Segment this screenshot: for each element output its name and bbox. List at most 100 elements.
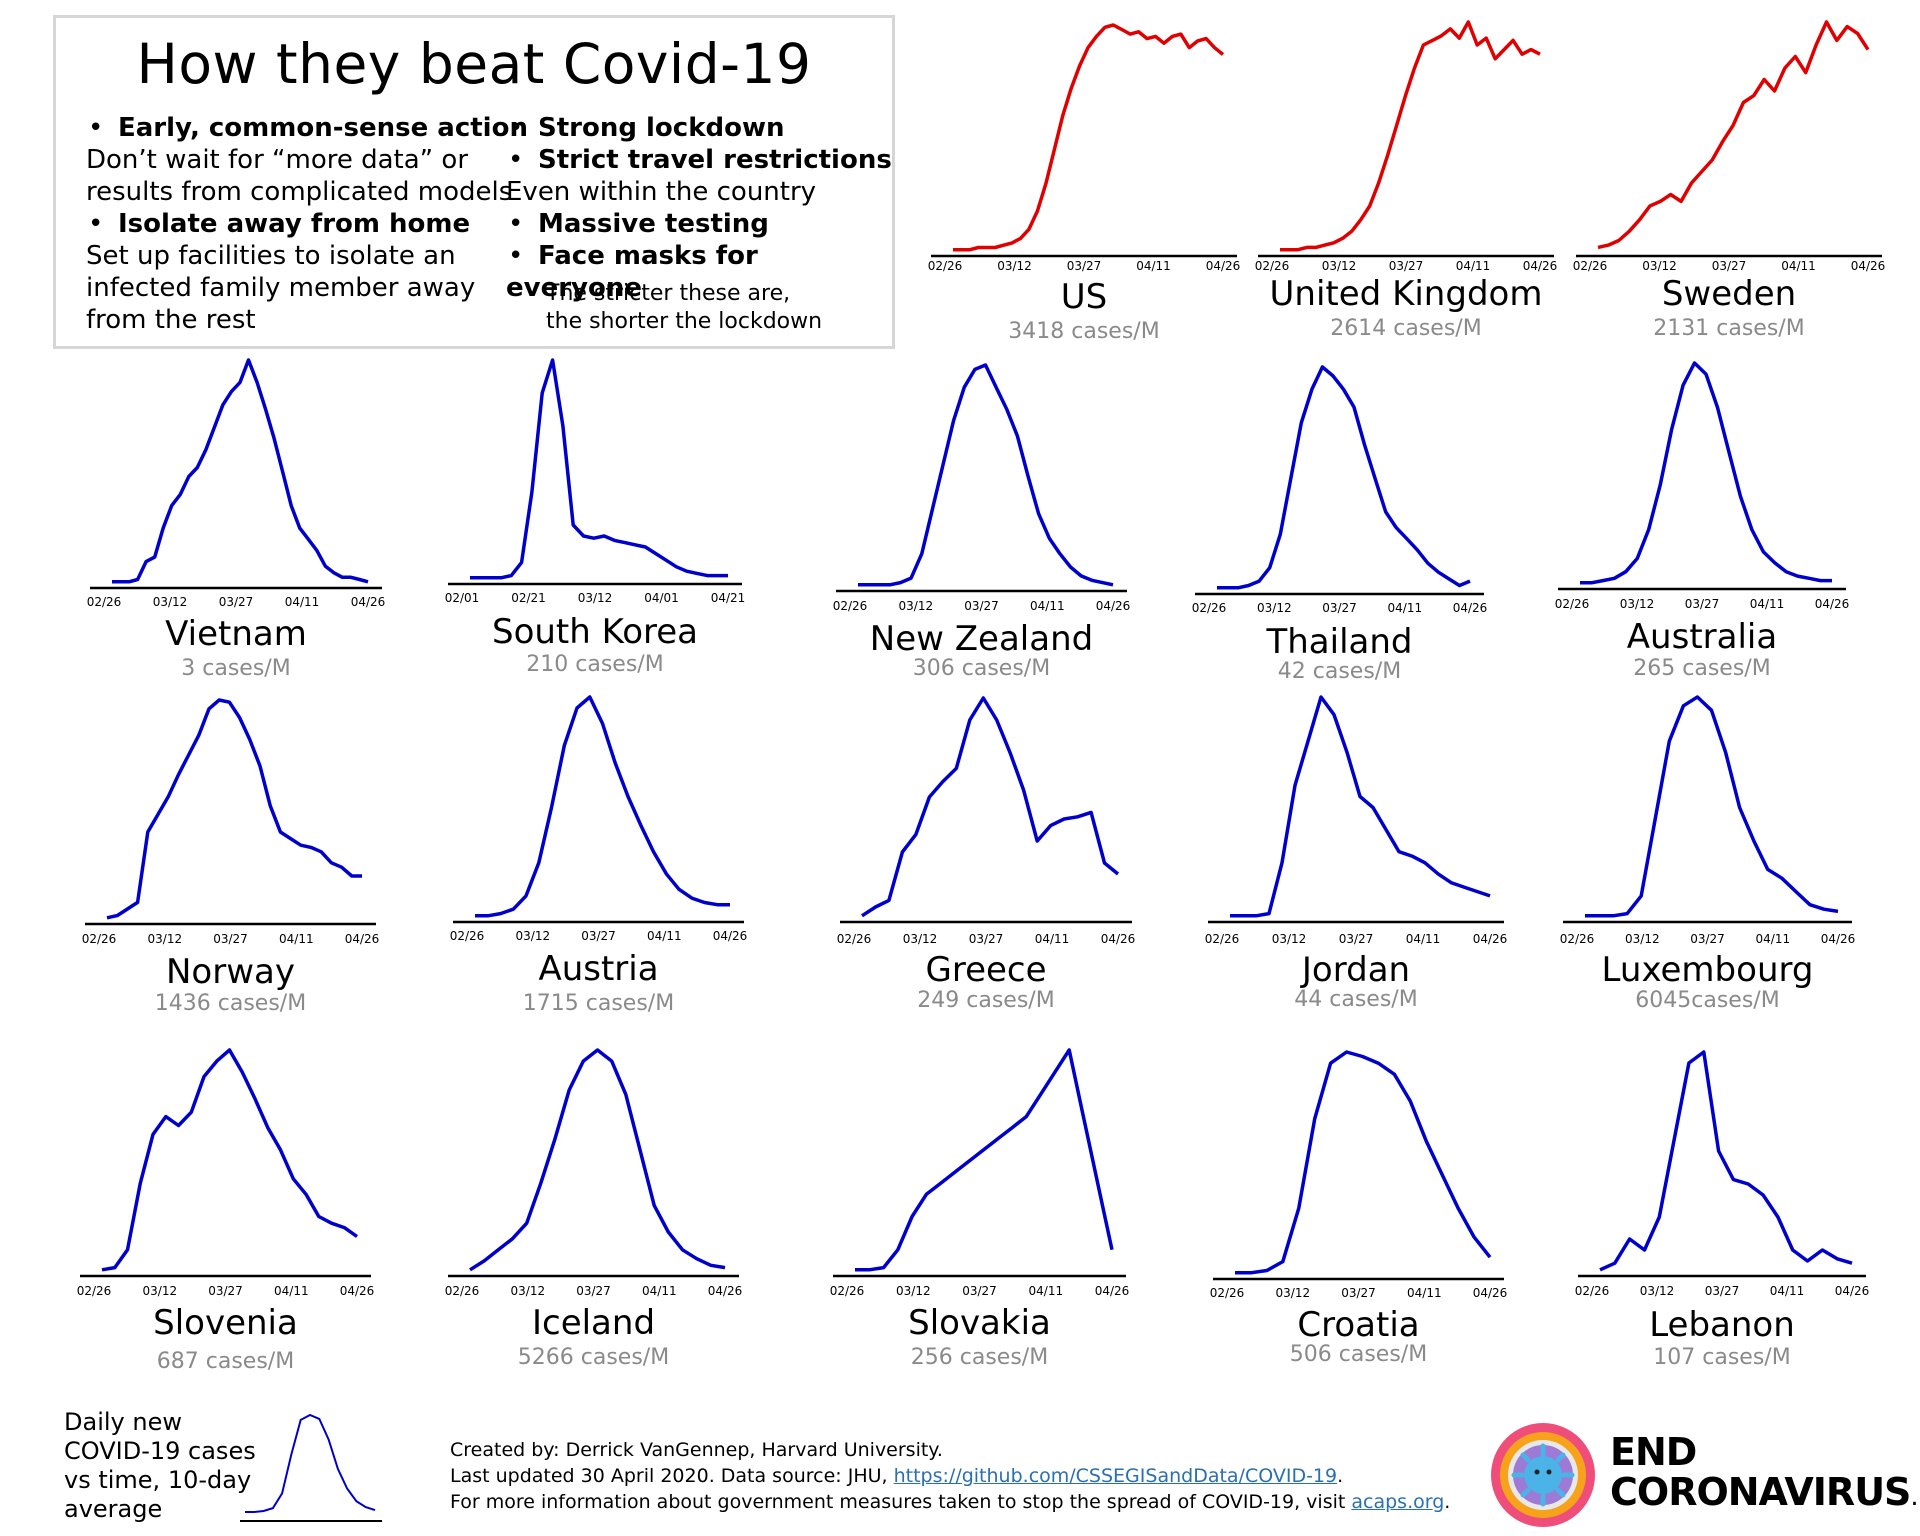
country-name: United Kingdom bbox=[1270, 274, 1543, 314]
tip-heading: Strong lockdown bbox=[538, 113, 785, 143]
tick-label: 04/26 bbox=[1101, 932, 1136, 946]
tick-label: 03/27 bbox=[1690, 932, 1725, 946]
tip-line: • Strict travel restrictions bbox=[506, 144, 892, 176]
tick-label: 03/27 bbox=[1067, 259, 1102, 273]
tick-label: 03/27 bbox=[1705, 1284, 1740, 1298]
bullet-icon: • bbox=[88, 209, 104, 239]
tick-label: 03/12 bbox=[1257, 601, 1292, 615]
country-name: New Zealand bbox=[870, 619, 1093, 659]
tick-label: 03/12 bbox=[903, 932, 938, 946]
tick-label: 03/27 bbox=[1685, 597, 1720, 611]
tick-label: 02/26 bbox=[1192, 601, 1227, 615]
country-name: Greece bbox=[925, 950, 1046, 990]
tick-label: 04/21 bbox=[711, 591, 746, 605]
country-name: Slovakia bbox=[908, 1303, 1051, 1343]
tick-label: 03/12 bbox=[153, 595, 188, 609]
tick-label: 04/26 bbox=[1206, 259, 1241, 273]
logo-line-coronavirus: CORONAVIRUS bbox=[1610, 1470, 1911, 1514]
cases-per-million: 210 cases/M bbox=[526, 652, 663, 677]
cases-line bbox=[106, 698, 362, 920]
tick-label: 02/26 bbox=[1575, 1284, 1610, 1298]
tick-label: 04/11 bbox=[274, 1284, 309, 1298]
tick-label: 04/11 bbox=[1770, 1284, 1805, 1298]
cases-per-million: 687 cases/M bbox=[157, 1349, 294, 1374]
tick-label: 04/26 bbox=[713, 929, 748, 943]
cases-per-million: 1436 cases/M bbox=[155, 991, 306, 1016]
cases-line bbox=[1230, 695, 1491, 918]
tip-line: • Early, common-sense action bbox=[86, 112, 528, 144]
logo-wordmark: END CORONAVIRUS.org bbox=[1610, 1432, 1920, 1517]
tick-label: 04/11 bbox=[279, 932, 314, 946]
tick-label: 03/12 bbox=[143, 1284, 178, 1298]
cases-line bbox=[1599, 1050, 1853, 1272]
country-name: Sweden bbox=[1662, 274, 1796, 314]
jhu-data-link[interactable]: https://github.com/CSSEGISandData/COVID-… bbox=[893, 1465, 1338, 1487]
tick-label: 03/27 bbox=[964, 599, 999, 613]
tick-label: 03/27 bbox=[213, 932, 248, 946]
endcoronavirus-logo: END CORONAVIRUS.org bbox=[1488, 1420, 1920, 1530]
legend-line: average bbox=[64, 1495, 163, 1523]
country-name: US bbox=[1061, 277, 1107, 317]
tick-label: 04/26 bbox=[1851, 259, 1886, 273]
cases-per-million: 265 cases/M bbox=[1633, 656, 1770, 681]
legend-line: Daily new bbox=[64, 1408, 182, 1436]
tick-label: 02/26 bbox=[830, 1284, 865, 1298]
tick-label: 02/26 bbox=[82, 932, 117, 946]
tick-label: 04/26 bbox=[1835, 1284, 1870, 1298]
country-name: Vietnam bbox=[165, 614, 307, 654]
tip-text: Even within the country bbox=[506, 177, 817, 207]
logo-line-end: END bbox=[1610, 1430, 1697, 1474]
credits-source: Last updated 30 April 2020. Data source:… bbox=[450, 1463, 1450, 1489]
tick-label: 04/26 bbox=[1096, 599, 1131, 613]
acaps-link[interactable]: acaps.org bbox=[1351, 1491, 1445, 1513]
tick-label: 02/21 bbox=[511, 591, 546, 605]
tip-line: • Massive testing bbox=[506, 208, 892, 240]
tip-line: • Strong lockdown bbox=[506, 112, 892, 144]
cases-line bbox=[858, 363, 1114, 587]
cases-per-million: 5266 cases/M bbox=[518, 1345, 669, 1370]
cases-per-million: 3418 cases/M bbox=[1008, 319, 1159, 344]
tick-label: 02/26 bbox=[1210, 1286, 1245, 1300]
cases-line bbox=[861, 696, 1120, 918]
tick-label: 03/27 bbox=[962, 1284, 997, 1298]
cases-line bbox=[953, 23, 1225, 252]
country-name: Lebanon bbox=[1649, 1305, 1795, 1345]
tick-label: 02/26 bbox=[1555, 597, 1590, 611]
tick-label: 03/12 bbox=[1642, 259, 1677, 273]
country-name: Luxembourg bbox=[1602, 950, 1814, 990]
tick-label: 02/26 bbox=[445, 1284, 480, 1298]
tip-line: • Face masks for everyone bbox=[506, 240, 892, 304]
tick-label: 04/26 bbox=[351, 595, 386, 609]
cases-per-million: 506 cases/M bbox=[1290, 1342, 1427, 1367]
tick-label: 04/26 bbox=[1815, 597, 1850, 611]
tip-text: infected family member away bbox=[86, 273, 476, 303]
country-name: Slovenia bbox=[153, 1303, 298, 1343]
tip-line: Set up facilities to isolate an bbox=[86, 240, 528, 272]
legend-description: Daily new COVID-19 cases vs time, 10-day… bbox=[64, 1408, 256, 1524]
bullet-icon: • bbox=[508, 113, 524, 143]
tick-label: 04/26 bbox=[1523, 259, 1558, 273]
tick-label: 04/11 bbox=[285, 595, 320, 609]
tick-label: 02/26 bbox=[837, 932, 872, 946]
cases-per-million: 2614 cases/M bbox=[1330, 316, 1481, 341]
tip-line: infected family member away bbox=[86, 272, 528, 304]
tick-label: 02/26 bbox=[1255, 259, 1290, 273]
country-name: Iceland bbox=[532, 1303, 655, 1343]
tick-label: 03/12 bbox=[899, 599, 934, 613]
bullet-icon: • bbox=[508, 209, 524, 239]
tip-heading: Strict travel restrictions bbox=[538, 145, 892, 175]
country-name: Australia bbox=[1627, 617, 1777, 657]
tips-left-column: • Early, common-sense action Don’t wait fo… bbox=[86, 112, 528, 336]
tick-label: 03/27 bbox=[1339, 932, 1374, 946]
cases-line bbox=[1217, 365, 1471, 590]
tick-label: 04/11 bbox=[647, 929, 682, 943]
cases-line bbox=[1280, 20, 1541, 252]
